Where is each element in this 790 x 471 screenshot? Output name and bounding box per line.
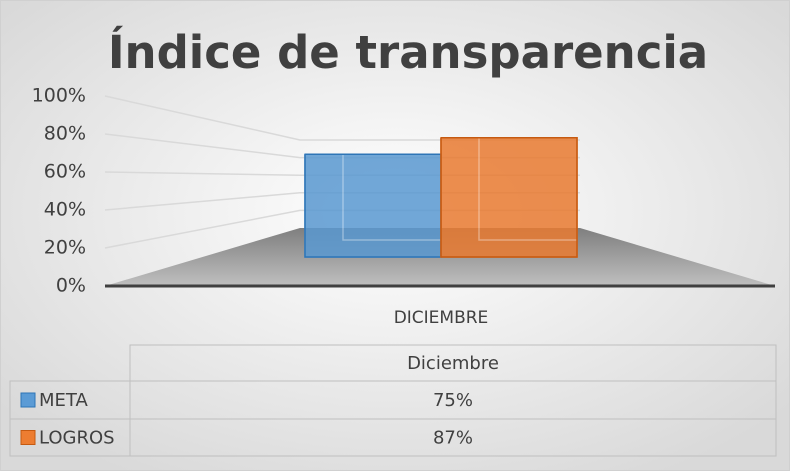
legend-key <box>20 430 36 445</box>
table-header: Diciembre <box>407 353 499 374</box>
y-tick-label: 40% <box>44 199 86 221</box>
legend-label: META <box>39 390 89 411</box>
table-value-cell <box>129 418 777 457</box>
table-value: 75% <box>433 390 473 411</box>
x-tick-label: DICIEMBRE <box>394 308 489 328</box>
y-tick-label: 80% <box>44 123 86 145</box>
bar-edge <box>342 154 441 241</box>
chart-title: Índice de transparencia <box>108 26 708 79</box>
table-value: 87% <box>433 428 473 449</box>
bar <box>304 153 442 258</box>
y-tick-label: 0% <box>56 275 86 297</box>
y-tick-label: 60% <box>44 161 86 183</box>
bar-edge <box>478 137 577 241</box>
y-tick-label: 20% <box>44 237 86 259</box>
legend-label: LOGROS <box>39 428 115 449</box>
bar <box>440 137 578 258</box>
legend-key <box>20 392 36 408</box>
bar-outline <box>440 137 578 258</box>
y-tick-label: 100% <box>32 85 86 107</box>
